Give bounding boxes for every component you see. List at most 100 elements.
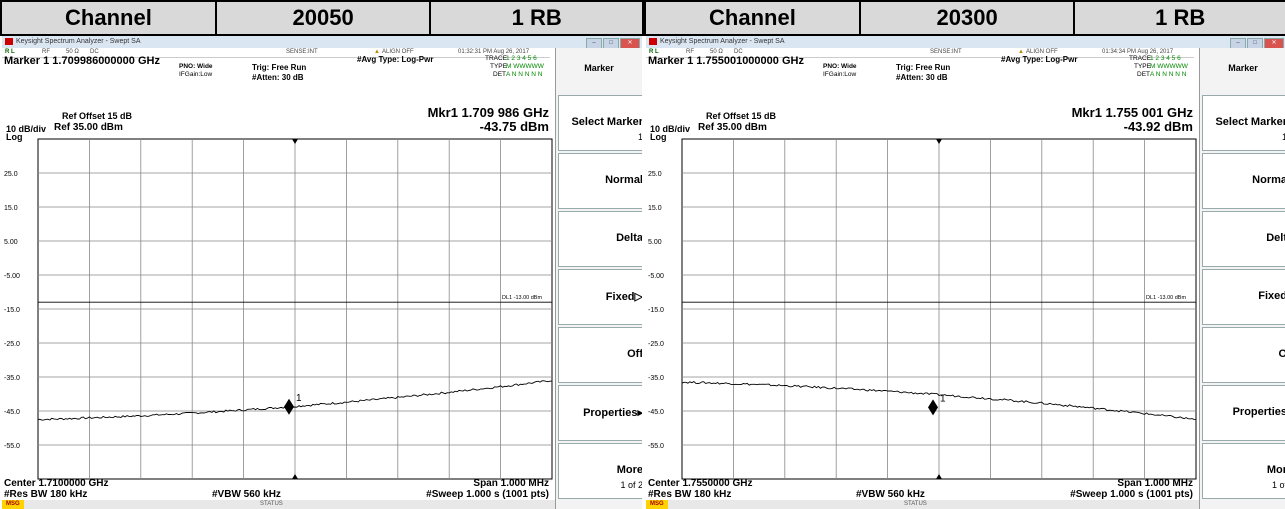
softkey-page: 1 of 2 [620, 480, 642, 490]
marker-number: 1 [940, 393, 946, 404]
window-title: Keysight Spectrum Analyzer - Swept SA [16, 38, 141, 45]
properties-softkey[interactable]: Properties [1202, 385, 1285, 441]
status-indicator: STATUS [260, 501, 283, 507]
vbw: #VBW 560 kHz [856, 489, 925, 500]
spectrum-plot[interactable]: 25.0 15.0 5.00 -5.00 -15.0 -25.0 -35.0 -45.0 -55… [2, 136, 555, 484]
window-titlebar: Keysight Spectrum Analyzer - Swept SA – □… [646, 36, 1285, 49]
softkey-menu-title: Marker [1228, 63, 1258, 73]
timestamp: 01:34:34 PM Aug 26, 2017 [1102, 49, 1174, 55]
softkey-menu-title: Marker [584, 63, 614, 73]
msg-indicator: MSG [646, 500, 668, 509]
pno-setting: PNO: Wide [179, 63, 213, 70]
instrument-status-bar: R L RF 50 Ω DC SENSE:INT ▲ ALIGN OFF 01:… [646, 48, 1194, 58]
softkey-value: 1 [1281, 132, 1285, 142]
det-label: DET [1137, 71, 1150, 78]
spectrum-analyzer-window: Keysight Spectrum Analyzer - Swept SA – □… [2, 36, 642, 509]
marker-diamond[interactable] [284, 398, 294, 415]
ifgain-setting: IFGain:Low [179, 71, 213, 78]
display-line-label: DL1 -13.00 dBm [1146, 295, 1186, 301]
log-label: Log [6, 132, 23, 142]
properties-softkey[interactable]: Properties▸ [558, 385, 642, 441]
center-marker-top [292, 139, 298, 144]
select-marker-softkey[interactable]: Select Marker 1 [1202, 95, 1285, 151]
atten-setting: #Atten: 30 dB [252, 73, 304, 82]
off-softkey[interactable]: Off [558, 327, 642, 383]
y-tick-label: -25.0 [648, 341, 664, 348]
ref-offset: Ref Offset 15 dB [62, 111, 133, 121]
more-softkey[interactable]: Mor 1 of [1202, 443, 1285, 499]
spectrum-plot[interactable]: 25.0 15.0 5.00 -5.00 -15.0 -25.0 -35.0 -45.0 -55… [646, 136, 1199, 484]
y-tick-label: 25.0 [4, 171, 18, 178]
scale-div: 10 dB/div [650, 124, 691, 134]
message-bar: MSG STATUS [646, 500, 1199, 509]
rf-indicator: RF [42, 49, 50, 55]
center-marker-bottom [292, 474, 298, 479]
y-tick-label: -5.00 [648, 273, 664, 280]
spectrum-trace [37, 380, 553, 421]
softkey-panel: Marker Select Marker 1 Norma Delt Fixed O… [1199, 48, 1285, 509]
app-icon [5, 37, 13, 45]
window-controls: – □ ✕ [585, 37, 640, 49]
y-tick-label: -45.0 [4, 409, 20, 416]
avg-type: #Avg Type: Log-Pwr [357, 55, 434, 64]
type-values: M WWWWW [506, 63, 544, 70]
header-channel: 20300 [858, 0, 1076, 36]
more-softkey[interactable]: More 1 of 2 [558, 443, 642, 499]
y-tick-label: -15.0 [4, 307, 20, 314]
delta-softkey[interactable]: Delta [558, 211, 642, 267]
trace-values: 1 2 3 4 5 6 [1150, 55, 1181, 62]
fixed-softkey[interactable]: Fixed [1202, 269, 1285, 325]
status-indicator: STATUS [904, 501, 927, 507]
impedance-indicator: 50 Ω [710, 49, 723, 55]
y-tick-label: 15.0 [648, 205, 662, 212]
spectrum-analyzer-window: Keysight Spectrum Analyzer - Swept SA – □… [646, 36, 1285, 509]
center-frequency: Center 1.7550000 GHz [648, 478, 753, 489]
rl-indicator: R L [5, 49, 15, 55]
log-label: Log [650, 132, 667, 142]
header-rb: 1 RB [429, 0, 644, 36]
span: Span 1.000 MHz [1117, 478, 1193, 489]
ref-offset: Ref Offset 15 dB [706, 111, 777, 121]
y-tick-label: 25.0 [648, 171, 662, 178]
ref-level: Ref 35.00 dBm [54, 122, 123, 133]
res-bw: #Res BW 180 kHz [4, 489, 88, 500]
type-values: M WWWWW [1150, 63, 1188, 70]
timestamp: 01:32:31 PM Aug 26, 2017 [458, 49, 530, 55]
warning-icon: ▲ [1018, 49, 1024, 55]
center-frequency: Center 1.7100000 GHz [4, 478, 109, 489]
align-indicator: ALIGN OFF [1026, 49, 1058, 55]
trace-values: 1 2 3 4 5 6 [506, 55, 537, 62]
fixed-softkey[interactable]: Fixed▷ [558, 269, 642, 325]
softkey-label: Fixed [1258, 290, 1285, 302]
off-softkey[interactable]: O [1202, 327, 1285, 383]
delta-softkey[interactable]: Delt [1202, 211, 1285, 267]
res-bw: #Res BW 180 kHz [648, 489, 732, 500]
avg-type: #Avg Type: Log-Pwr [1001, 55, 1078, 64]
trace-label: TRACE [485, 55, 508, 62]
header-right: Channel 20300 1 RB [644, 0, 1285, 36]
y-tick-label: -35.0 [4, 375, 20, 382]
header-channel: 20050 [214, 0, 432, 36]
marker-diamond[interactable] [928, 399, 938, 416]
window-controls: – □ ✕ [1229, 37, 1284, 49]
softkey-panel: Marker Select Marker 1 Normal Delta Fixed… [555, 48, 642, 509]
softkey-label: Select Marker [571, 116, 642, 128]
y-tick-label: -15.0 [648, 307, 664, 314]
display-line-label: DL1 -13.00 dBm [502, 295, 542, 301]
softkey-label: Normal [605, 174, 642, 186]
normal-softkey[interactable]: Norma [1202, 153, 1285, 209]
vbw: #VBW 560 kHz [212, 489, 281, 500]
normal-softkey[interactable]: Normal [558, 153, 642, 209]
y-tick-label: 5.00 [4, 239, 18, 246]
ifgain-setting: IFGain:Low [823, 71, 857, 78]
softkey-label: Properties [1232, 406, 1285, 418]
select-marker-softkey[interactable]: Select Marker 1 [558, 95, 642, 151]
softkey-label: Fixed▷ [605, 291, 642, 303]
center-marker-top [936, 139, 942, 144]
header-table: Channel 20050 1 RB Channel 20300 1 RB [0, 0, 1285, 36]
span: Span 1.000 MHz [473, 478, 549, 489]
softkey-label: Properties▸ [583, 407, 642, 419]
marker-amplitude-readout: -43.75 dBm [479, 119, 549, 134]
marker-frequency-readout: Mkr1 1.709 986 GHz [427, 105, 549, 120]
softkey-label: Delt [1266, 232, 1285, 244]
